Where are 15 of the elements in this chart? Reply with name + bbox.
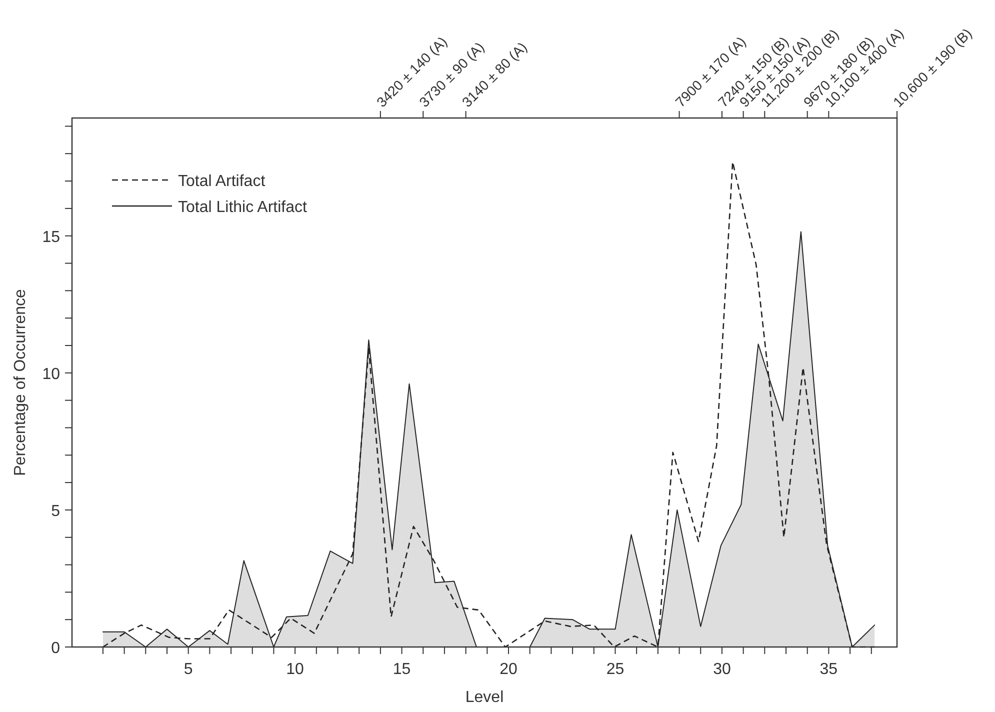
y-tick-label: 15 <box>42 228 60 246</box>
x-tick-label: 30 <box>713 661 731 678</box>
y-tick-label: 5 <box>51 502 60 520</box>
legend-label: Total Artifact <box>178 173 266 190</box>
y-tick-label: 10 <box>42 366 60 383</box>
x-tick-label: 15 <box>392 661 411 678</box>
x-tick-label: 10 <box>286 661 304 678</box>
x-axis-title: Level <box>465 689 504 706</box>
legend-label: Total Lithic Artifact <box>178 199 308 216</box>
x-tick-label: 5 <box>184 661 193 678</box>
x-tick-label: 25 <box>606 661 624 678</box>
y-tick-label: 0 <box>51 640 60 657</box>
x-tick-label: 20 <box>500 661 518 678</box>
y-axis-title: Percentage of Occurrence <box>12 289 29 476</box>
x-tick-label: 35 <box>820 661 838 678</box>
